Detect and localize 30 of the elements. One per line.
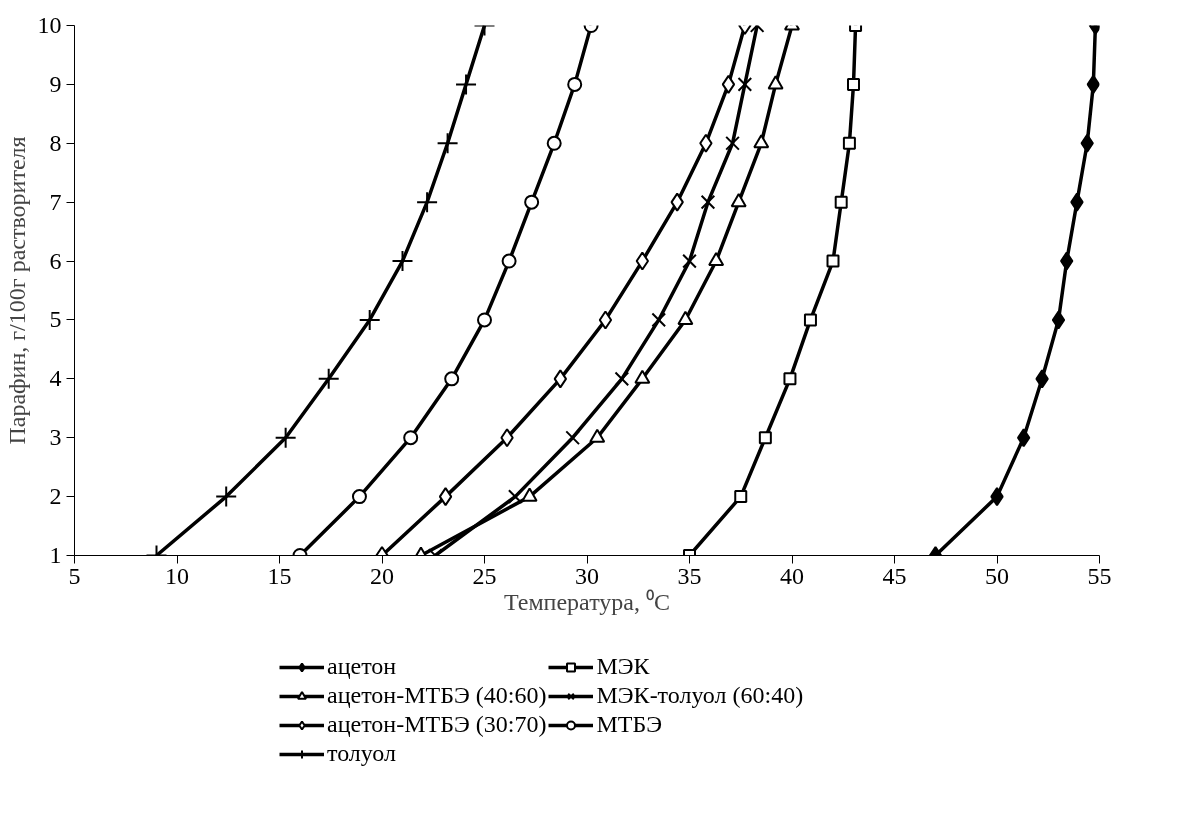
legend-label: МЭК <box>596 653 650 680</box>
legend-label: ацетон-МТБЭ (40:60) <box>327 682 547 709</box>
y-tick-label: 7 <box>49 188 62 215</box>
x-axis-title: Температура, ⁰C <box>504 588 670 615</box>
y-tick-label: 10 <box>37 12 62 38</box>
legend-label: ацетон-МТБЭ (30:70) <box>327 711 547 738</box>
legend-label: толуол <box>327 740 396 767</box>
y-tick-label: 3 <box>49 424 62 451</box>
x-tick-label: 15 <box>267 562 292 589</box>
legend-label: МТБЭ <box>596 711 663 738</box>
y-tick-label: 9 <box>49 70 62 97</box>
y-tick-label: 8 <box>49 129 62 156</box>
legend-label: МЭК-толуол (60:40) <box>596 682 804 709</box>
legend-label: ацетон <box>327 653 397 680</box>
y-tick-label: 2 <box>49 483 62 510</box>
x-tick-label: 40 <box>780 562 804 589</box>
x-tick-label: 35 <box>677 562 702 589</box>
y-tick-label: 5 <box>49 306 62 333</box>
y-tick-label: 4 <box>49 365 62 392</box>
x-tick-label: 55 <box>1087 562 1112 589</box>
x-tick-label: 30 <box>575 562 599 589</box>
x-tick-label: 25 <box>472 562 497 589</box>
x-tick-label: 10 <box>165 562 189 589</box>
y-tick-label: 1 <box>49 542 62 568</box>
y-axis-title: Парафин, г/100г растворителя <box>3 136 30 445</box>
x-tick-label: 50 <box>985 562 1009 589</box>
x-tick-label: 20 <box>370 562 394 589</box>
x-tick-label: 5 <box>68 562 81 589</box>
x-tick-label: 45 <box>882 562 907 589</box>
y-tick-label: 6 <box>49 247 62 274</box>
